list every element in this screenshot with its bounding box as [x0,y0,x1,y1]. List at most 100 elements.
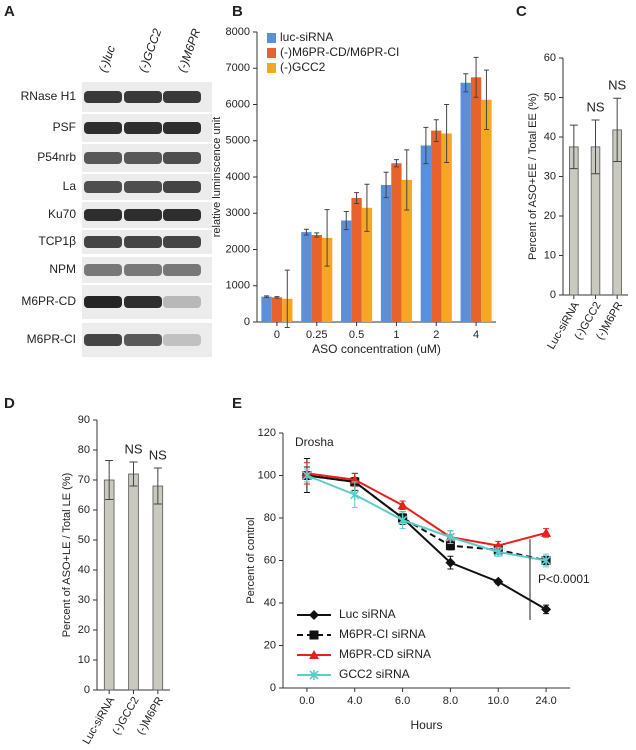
blot-band [84,152,122,164]
line [306,472,547,547]
y-tick-label: 0 [270,682,276,694]
chart-title: Drosha [295,435,334,449]
bar [321,237,333,322]
y-tick-label: 0 [84,684,90,696]
y-tick-label: 8000 [226,26,250,38]
error-bar [324,209,330,267]
legend-label: Luc siRNA [339,607,396,621]
y-tick-label: 60 [544,52,556,64]
y-tick-label: 1000 [226,280,250,292]
y-tick-label: 80 [264,512,276,524]
y-tick-label: 60 [264,554,276,566]
blot-band [163,334,201,346]
y-tick-label: 40 [544,131,556,143]
y-tick-label: 10 [78,654,90,666]
legend-marker [309,650,319,659]
marker [445,532,455,543]
panel-label: D [4,395,15,412]
x-tick-label: 6.0 [395,695,410,707]
panel-label: C [516,3,527,20]
legend-label: luc-siRNA [280,30,333,44]
y-tick-label: 7000 [226,62,250,74]
legend-label: GCC2 siRNA [339,667,410,681]
legend-marker [309,630,319,640]
bar [391,163,402,322]
blot-band [124,122,162,134]
error-bar [393,159,399,168]
blot-band [84,181,122,193]
y-tick-label: 100 [258,469,276,481]
error-bar [364,183,370,232]
marker [541,527,552,537]
annotation: NS [149,447,167,462]
y-tick-label: 20 [544,210,556,222]
row-label: La [63,179,77,193]
blot-band [124,152,162,164]
blot-band [124,264,162,276]
bar [431,130,442,322]
x-tick-label: 0.0 [299,695,314,707]
marker [541,604,552,615]
annotation: NS [586,99,604,114]
x-tick-label: 1 [393,329,399,341]
annotation: P<0.0001 [538,572,590,586]
lane-label: (-)luc [96,44,119,74]
error-bar [613,97,622,162]
y-axis-label: relative luminscence unit [211,117,223,237]
legend-label: M6PR-CD siRNA [339,647,431,661]
error-bar [284,269,290,328]
error-bar [433,119,439,142]
y-axis-label: Percent of control [245,517,257,603]
y-tick-label: 0 [550,289,556,301]
bar [103,479,115,691]
blot-band [163,296,201,308]
legend-marker [309,610,319,620]
lane-label: (-)M6PR [175,26,204,74]
line [306,474,547,562]
y-tick-label: 120 [258,427,276,439]
bar [152,485,164,691]
marker [397,500,408,510]
line [306,474,547,562]
x-tick-label: 8.0 [443,695,458,707]
bar [380,184,392,322]
x-tick-label: 0.5 [349,329,364,341]
error-bar [354,192,360,204]
bar [351,198,362,322]
blot-band [124,236,162,248]
blot-band [84,122,122,134]
y-tick-label: 40 [78,564,90,576]
error-bar [264,295,270,298]
bar [128,473,139,691]
error-bar [473,56,479,98]
error-bar [343,210,349,231]
error-bar [303,228,309,236]
bar [441,133,452,322]
error-bar [404,149,410,211]
blot-band [124,296,162,308]
y-tick-label: 6000 [226,98,250,110]
marker [493,547,503,557]
legend-label: (-)GCC2 [280,60,326,74]
marker [541,555,551,566]
legend-marker [309,670,319,680]
bar [301,232,312,322]
x-axis-label: Hours [410,718,442,732]
row-label: NPM [49,262,76,276]
y-tick-label: 10 [544,249,556,261]
y-tick-label: 30 [78,594,90,606]
error-bar [569,124,578,170]
bar [401,179,412,322]
error-bar [444,104,450,163]
error-bar [463,73,469,93]
bar [271,297,283,322]
blot-band [124,334,162,346]
y-tick-label: 4000 [226,171,250,183]
legend-swatch [267,33,276,43]
bar [481,99,492,322]
annotation: NS [124,441,142,456]
blot-band [163,209,201,221]
error-bar [153,467,162,505]
row-label: P54nrb [37,150,76,164]
